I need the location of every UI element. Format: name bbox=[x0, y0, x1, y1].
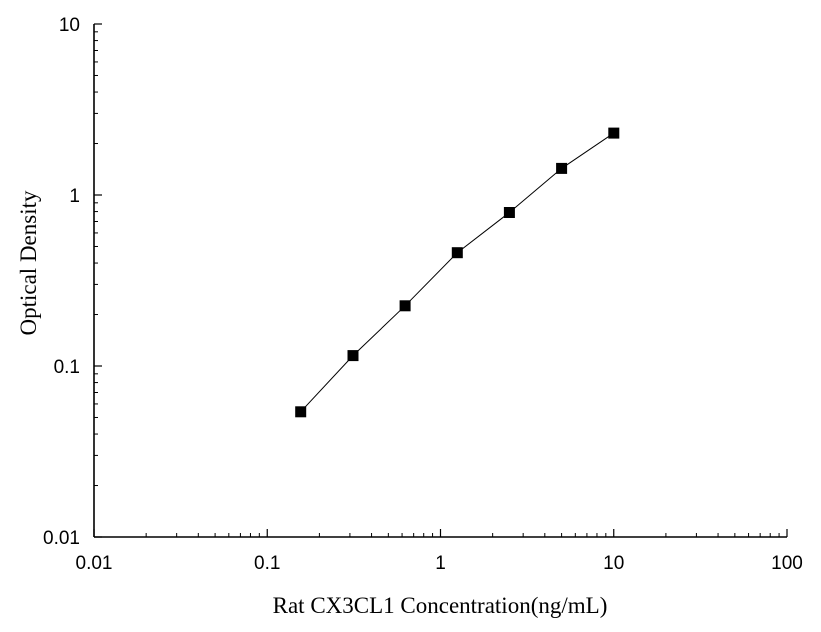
data-points bbox=[295, 127, 620, 418]
y-tick-label: 0.01 bbox=[43, 528, 80, 549]
x-tick-label: 0.1 bbox=[254, 553, 280, 574]
series-line bbox=[300, 132, 615, 413]
data-point bbox=[399, 300, 411, 312]
y-tick-label: 1 bbox=[69, 186, 80, 207]
axes bbox=[93, 24, 787, 538]
data-point bbox=[503, 207, 515, 218]
y-tick-label: 0.1 bbox=[54, 357, 80, 378]
x-tick-label: 0.01 bbox=[76, 553, 113, 574]
data-point bbox=[451, 247, 463, 259]
data-point bbox=[347, 350, 359, 362]
x-tick-label: 100 bbox=[771, 553, 803, 574]
y-tick-label: 10 bbox=[59, 15, 80, 36]
data-point bbox=[295, 406, 307, 418]
x-tick-label: 10 bbox=[603, 553, 624, 574]
tick-labels: 0.01 0.1 1 10 100 0.01 0.1 1 10 bbox=[43, 15, 803, 574]
data-point bbox=[556, 162, 568, 174]
y-axis-title: Optical Density bbox=[16, 190, 41, 335]
x-tick-label: 1 bbox=[435, 553, 446, 574]
tick-marks bbox=[93, 23, 788, 538]
x-axis-title: Rat CX3CL1 Concentration(ng/mL) bbox=[273, 593, 608, 618]
data-point bbox=[608, 127, 620, 139]
